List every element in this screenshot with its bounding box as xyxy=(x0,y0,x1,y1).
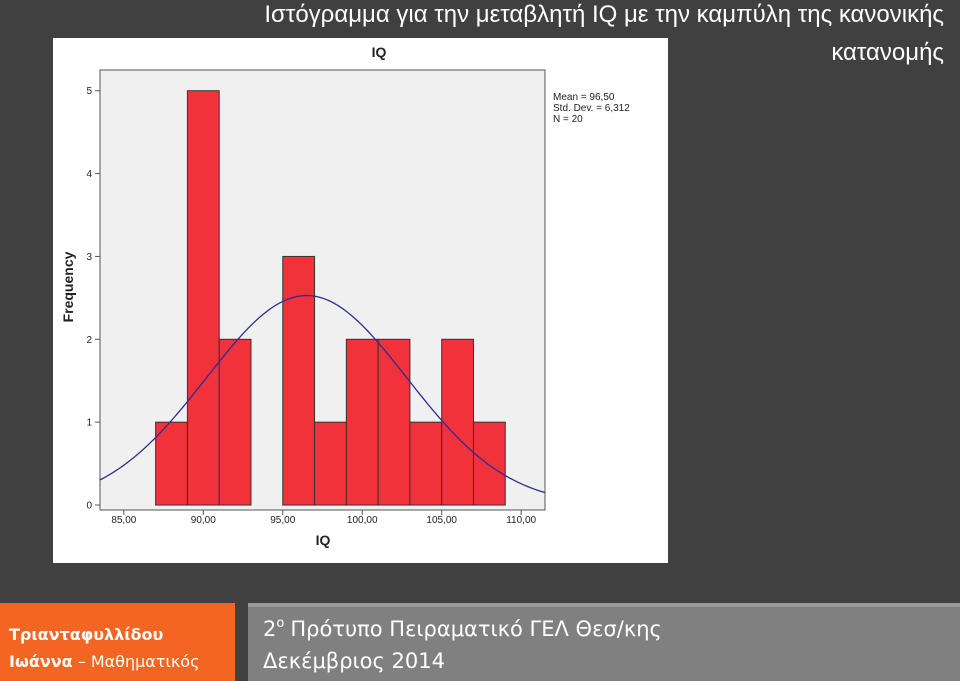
bar xyxy=(186,90,220,506)
x-axis-label: IQ xyxy=(316,532,331,548)
school-box-strip xyxy=(248,603,960,607)
author-box xyxy=(0,603,235,681)
y-axis-label: Frequency xyxy=(60,251,76,322)
author-name: Ιωάννα xyxy=(9,652,73,671)
date: Δεκέμβριος 2014 xyxy=(263,649,445,673)
bar xyxy=(345,338,379,506)
y-tick-label: 2 xyxy=(86,335,92,346)
normal-curve xyxy=(99,294,546,494)
y-tick-label: 1 xyxy=(86,418,92,429)
author-role: – Μαθηματικός xyxy=(78,652,200,671)
x-tick-label: 105,00 xyxy=(426,515,457,526)
slide-title-line: κατανομής xyxy=(831,39,944,66)
x-tick-label: 100,00 xyxy=(347,515,378,526)
stats-label: Mean = 96,50 xyxy=(553,92,615,103)
school-number: 2 xyxy=(263,617,276,641)
y-tick-label: 5 xyxy=(86,86,92,97)
author-surname: Τριανταφυλλίδου xyxy=(9,625,163,644)
x-tick-label: 110,00 xyxy=(506,515,536,526)
bar xyxy=(218,338,252,506)
chart-title: IQ xyxy=(372,44,387,60)
school-box xyxy=(248,603,960,681)
school-sup: ο xyxy=(276,616,284,631)
stats-label: Std. Dev. = 6,312 xyxy=(553,103,630,114)
bar xyxy=(314,421,347,506)
bar xyxy=(282,255,316,506)
bar xyxy=(155,421,188,506)
school-name: Πρότυπο Πειραματικό ΓΕΛ Θεσ/κης xyxy=(290,617,662,641)
stats-label: N = 20 xyxy=(553,114,583,125)
slide-title-line: Ιστόγραμμα για την μεταβλητή IQ με την κ… xyxy=(264,1,944,28)
bar xyxy=(472,421,506,506)
y-tick-label: 4 xyxy=(86,169,92,180)
y-tick-label: 3 xyxy=(86,252,92,263)
x-tick-label: 85,00 xyxy=(111,515,136,526)
bar xyxy=(409,421,443,506)
bar xyxy=(441,338,474,506)
y-tick-label: 0 xyxy=(86,501,92,512)
school-line: 2ο Πρότυπο Πειραματικό ΓΕΛ Θεσ/κης xyxy=(263,616,662,641)
author-line: Ιωάννα – Μαθηματικός xyxy=(9,652,199,671)
x-tick-label: 90,00 xyxy=(191,515,216,526)
bar xyxy=(377,338,411,506)
x-tick-label: 95,00 xyxy=(270,515,295,526)
